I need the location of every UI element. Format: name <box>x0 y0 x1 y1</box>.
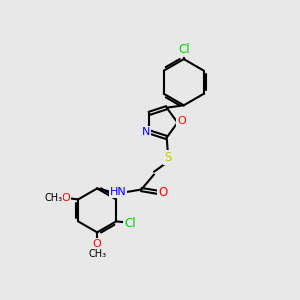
Text: CH₃: CH₃ <box>88 249 106 259</box>
Text: N: N <box>142 127 150 137</box>
Text: Cl: Cl <box>178 43 190 56</box>
Text: S: S <box>164 151 172 164</box>
Text: CH₃: CH₃ <box>44 193 62 203</box>
Text: O: O <box>93 239 101 249</box>
Text: O: O <box>177 116 186 127</box>
Text: O: O <box>158 186 168 199</box>
Text: Cl: Cl <box>124 217 136 230</box>
Text: HN: HN <box>110 187 127 197</box>
Text: O: O <box>61 193 70 203</box>
